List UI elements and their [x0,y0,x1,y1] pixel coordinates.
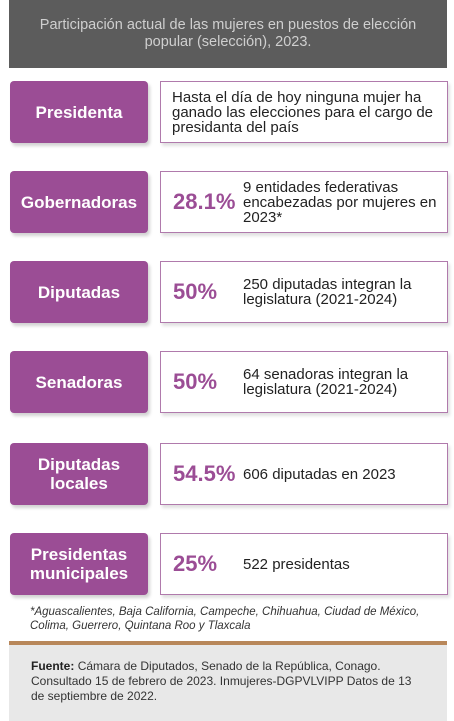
source-panel: Fuente: Cámara de Diputados, Senado de l… [9,645,447,721]
row-info-box: Hasta el día de hoy ninguna mujer ha gan… [160,81,448,143]
row-info-box: 50% 250 diputadas integran la legislatur… [160,261,448,323]
row-percent: 50% [173,279,218,304]
row-description: 9 entidades federativas encabezadas por … [243,178,437,226]
row-percent: 54.5% [173,461,236,486]
row-description: 250 diputadas integran la legislatura (2… [243,276,412,308]
row-label: Diputadas locales [10,443,148,505]
row-percent: 28.1% [173,189,236,214]
divider [9,641,447,645]
source-text: Cámara de Diputados, Senado de la Repúbl… [31,659,412,703]
row-label: Senadoras [10,351,148,413]
row-percent: 50% [173,369,218,394]
row-info-box: 28.1% 9 entidades federativas encabezada… [160,171,448,233]
row-percent: 25% [173,551,218,576]
source-label: Fuente: [31,659,75,673]
row-description: 522 presidentas [243,555,350,573]
footnote: *Aguascalientes, Baja California, Campec… [30,606,420,632]
row-info-box: 54.5% 606 diputadas en 2023 [160,443,448,505]
row-info-box: 25% 522 presidentas [160,533,448,595]
row-info-box: 50% 64 senadoras integran la legislatura… [160,351,448,413]
row-label: Gobernadoras [10,171,148,233]
header-title: Participación actual de las mujeres en p… [39,17,417,50]
row-label: Presidentas municipales [10,533,148,595]
row-label: Presidenta [10,81,148,143]
header-banner: Participación actual de las mujeres en p… [9,0,447,68]
row-label: Diputadas [10,261,148,323]
row-description: 64 senadoras integran la legislatura (20… [243,366,409,398]
row-description: Hasta el día de hoy ninguna mujer ha gan… [172,88,434,136]
row-description: 606 diputadas en 2023 [243,465,396,483]
